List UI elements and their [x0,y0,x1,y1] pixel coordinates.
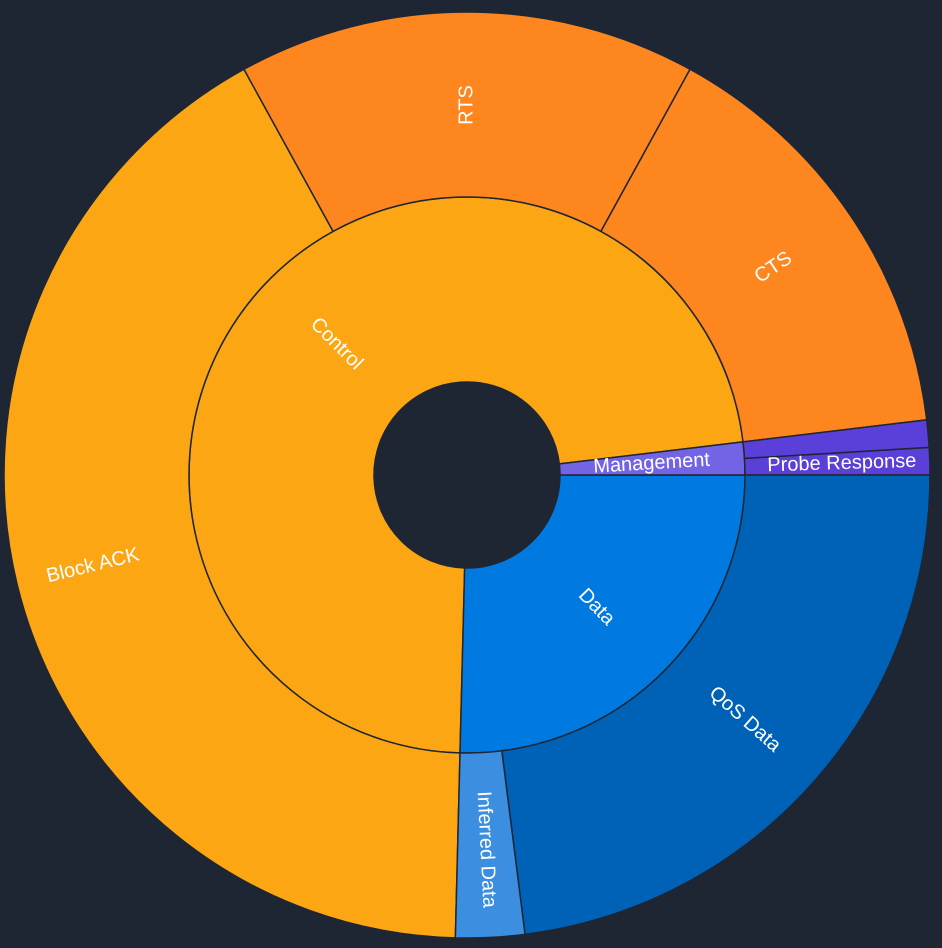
segment-outer-inferred-data[interactable] [454,749,526,939]
segment-outer-qos-data[interactable] [501,474,931,936]
chart-segments [3,11,931,939]
segment-outer-rts[interactable] [242,11,692,233]
label-probe-response: Probe Response [767,450,917,476]
segment-outer-management-other[interactable] [742,419,930,460]
label-rts: RTS [455,85,477,125]
segment-outer-cts[interactable] [599,68,928,443]
segment-outer-block-ack[interactable] [3,68,461,939]
